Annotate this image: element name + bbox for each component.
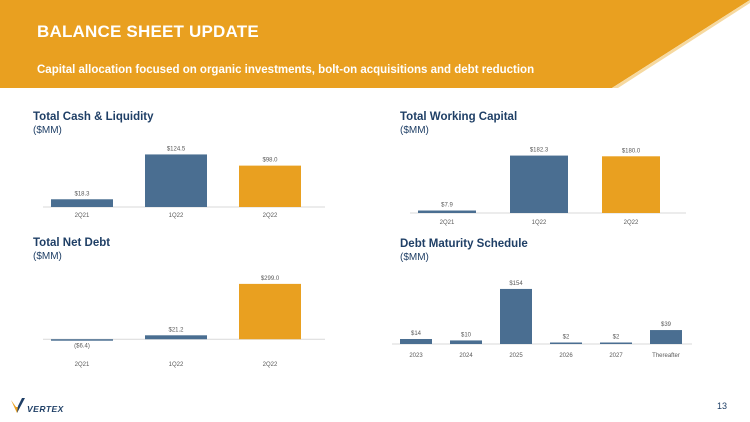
chart-net-debt: ($6.4) 2Q21 $21.2 1Q22 $299.0 2Q22 [43,276,325,368]
tick-label: 1Q22 [169,362,184,368]
tick-label: 2023 [409,353,423,359]
header-banner: BALANCE SHEET UPDATE Capital allocation … [0,0,750,88]
chart-unit-working-capital: ($MM) [400,125,429,136]
chart-unit-cash: ($MM) [33,125,62,136]
chart-unit-debt-maturity: ($MM) [400,252,429,263]
chart-debt-maturity: $14 2023 $10 2024 $154 2025 $2 2026 $2 2027 $39 The… [392,281,692,359]
tick-label: 2Q21 [75,213,90,219]
data-label: $154 [509,281,523,287]
data-label: $39 [661,322,672,328]
data-label: $180.0 [622,148,641,154]
bar-2Q21 [51,339,113,341]
data-label: $18.3 [74,191,90,197]
bar-1Q22 [145,335,207,340]
chart-title-cash: Total Cash & Liquidity [33,111,154,123]
bar-2024 [450,340,482,344]
banner-shape [0,0,750,88]
page-subtitle: Capital allocation focused on organic in… [37,64,535,76]
chart-working-capital: $7.9 2Q21 $182.3 1Q22 $180.0 2Q22 [410,148,686,226]
data-label: $299.0 [261,276,280,282]
bar-Thereafter [650,330,682,344]
page-title: BALANCE SHEET UPDATE [37,22,259,41]
bar-2Q21 [418,210,476,213]
bar-2023 [400,338,432,344]
tick-label: 2Q21 [440,220,455,226]
chart-title-net-debt: Total Net Debt [33,237,111,249]
bar-2Q22 [239,283,301,340]
tick-label: 1Q22 [532,220,547,226]
bar-2027 [600,342,632,344]
logo-text: VERTEX [27,404,64,414]
tick-label: 2Q22 [624,220,639,226]
data-label: ($6.4) [74,344,90,350]
bar-2025 [500,288,532,344]
vertex-logo [11,398,25,413]
chart-title-debt-maturity: Debt Maturity Schedule [400,238,528,250]
chart-unit-net-debt: ($MM) [33,251,62,262]
data-label: $2 [613,335,620,341]
tick-label: 1Q22 [169,213,184,219]
data-label: $14 [411,331,422,337]
page-number: 13 [716,401,727,411]
tick-label: 2Q22 [263,213,278,219]
bar-1Q22 [145,154,207,207]
tick-label: 2024 [459,353,473,359]
bar-2026 [550,342,582,344]
tick-label: 2Q22 [263,362,278,368]
data-label: $10 [461,332,472,338]
bar-2Q21 [51,199,113,207]
data-label: $2 [563,335,570,341]
tick-label: 2027 [609,353,623,359]
tick-label: Thereafter [652,353,680,359]
tick-label: 2026 [559,353,573,359]
chart-title-working-capital: Total Working Capital [400,111,518,123]
tick-label: 2Q21 [75,362,90,368]
data-label: $98.0 [262,158,278,164]
bar-1Q22 [510,155,568,213]
bar-2Q22 [239,165,301,207]
data-label: $21.2 [168,327,184,333]
chart-cash-liquidity: $18.3 2Q21 $124.5 1Q22 $98.0 2Q22 [43,146,325,219]
bar-2Q22 [602,156,660,213]
data-label: $7.9 [441,203,453,209]
data-label: $182.3 [530,148,549,154]
data-label: $124.5 [167,146,186,152]
tick-label: 2025 [509,353,523,359]
